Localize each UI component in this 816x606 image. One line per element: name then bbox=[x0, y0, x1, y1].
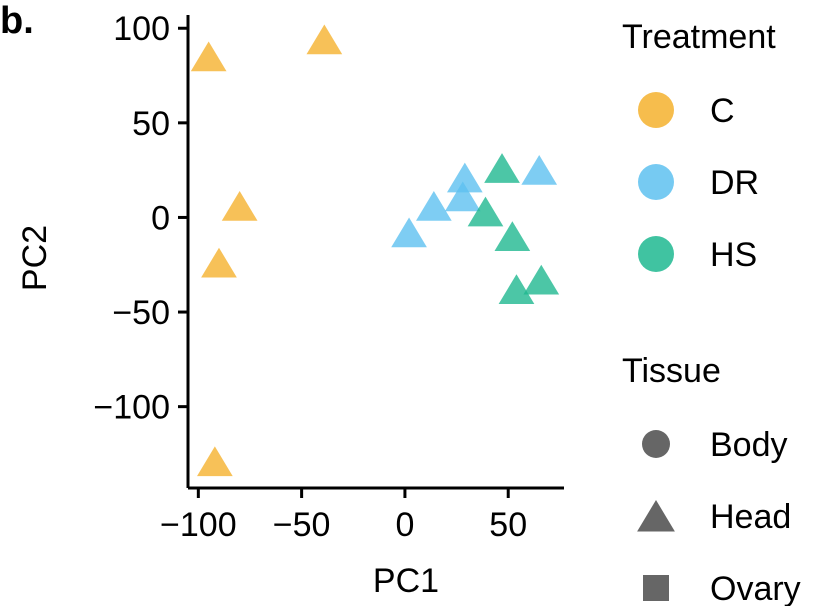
data-point-c bbox=[190, 41, 227, 72]
data-point-hs bbox=[467, 196, 504, 227]
data-point-c bbox=[221, 190, 258, 221]
data-point-dr bbox=[415, 190, 452, 221]
legend-label-dr: DR bbox=[710, 164, 759, 202]
data-point-hs bbox=[523, 264, 560, 295]
y-tick-label: 100 bbox=[113, 10, 170, 48]
circle-icon bbox=[642, 430, 670, 458]
x-tick-label: −50 bbox=[273, 506, 331, 544]
y-tick-label: −100 bbox=[93, 389, 170, 427]
data-point-dr bbox=[391, 217, 427, 248]
legend-tissue: Tissue Body Head Ovary bbox=[622, 352, 801, 606]
legend-treatment: Treatment C DR HS bbox=[622, 18, 776, 274]
legend-label-c: C bbox=[710, 92, 735, 130]
legend-treatment-title: Treatment bbox=[622, 18, 776, 56]
legend-swatch-dr bbox=[638, 164, 674, 200]
plot-area: 100 50 0 −50 −100 −100 −50 0 50 bbox=[93, 10, 564, 544]
data-point-c bbox=[197, 446, 233, 477]
data-point-c bbox=[201, 247, 237, 278]
y-tick-label: 0 bbox=[151, 199, 170, 237]
x-axis-label: PC1 bbox=[373, 562, 439, 600]
data-point-dr bbox=[444, 181, 481, 212]
legend-swatch-c bbox=[638, 92, 674, 128]
x-tick-label: 0 bbox=[395, 506, 414, 544]
y-axis-label: PC2 bbox=[16, 225, 54, 291]
y-tick-label: −50 bbox=[112, 294, 170, 332]
legend-label-ovary: Ovary bbox=[710, 570, 801, 606]
data-point-dr bbox=[446, 162, 483, 193]
square-icon bbox=[643, 575, 669, 601]
data-point-hs bbox=[498, 274, 535, 304]
legend-swatch-hs bbox=[638, 236, 674, 272]
data-point-hs bbox=[484, 153, 520, 183]
data-point-hs bbox=[494, 221, 531, 252]
data-point-dr bbox=[521, 155, 558, 185]
data-point-c bbox=[306, 24, 343, 55]
x-tick-label: 50 bbox=[489, 506, 527, 544]
y-tick-label: 50 bbox=[132, 105, 170, 143]
legend-tissue-title: Tissue bbox=[622, 352, 721, 390]
triangle-icon bbox=[637, 500, 675, 532]
legend-label-body: Body bbox=[710, 426, 788, 464]
legend-label-head: Head bbox=[710, 498, 791, 536]
x-tick-label: −100 bbox=[160, 506, 237, 544]
panel-label: b. bbox=[0, 0, 34, 42]
legend-label-hs: HS bbox=[710, 236, 757, 274]
